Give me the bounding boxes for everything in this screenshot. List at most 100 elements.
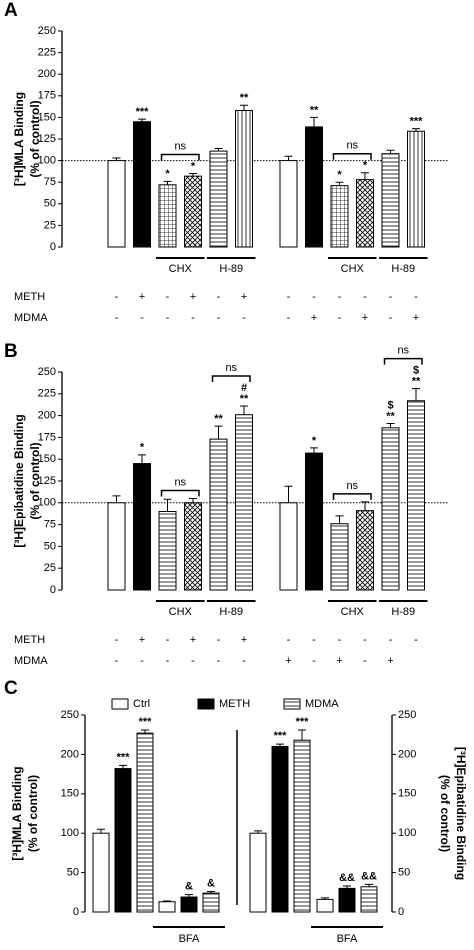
y-tick-label: 50 — [44, 198, 56, 210]
significance-label: ** — [412, 375, 421, 387]
condition-sign: - — [166, 634, 170, 646]
bar — [360, 886, 378, 913]
condition-sign: - — [140, 655, 144, 667]
error-bar — [284, 485, 293, 503]
y-tick-label: 200 — [38, 410, 56, 422]
condition-sign: - — [312, 291, 316, 303]
legend-swatch — [283, 698, 301, 710]
condition-sign: - — [287, 634, 291, 646]
significance-label: ** — [240, 92, 249, 104]
significance-label: && — [339, 872, 355, 884]
significance-label: ** — [240, 393, 249, 405]
y-tick-label: 200 — [38, 68, 56, 80]
condition-sign: + — [311, 312, 317, 324]
y-tick-label: 100 — [398, 827, 416, 839]
condition-sign: - — [140, 312, 144, 324]
significance-label: *** — [274, 730, 288, 742]
group-label: CHX — [169, 263, 193, 275]
bracket-label: ns — [397, 344, 409, 356]
bracket-label: ns — [174, 476, 186, 488]
condition-sign: + — [362, 312, 368, 324]
bracket — [332, 152, 372, 160]
condition-sign: - — [217, 312, 221, 324]
bar — [381, 153, 400, 248]
significance-label: * — [140, 442, 145, 454]
panel-letter: C — [4, 678, 18, 699]
condition-sign: - — [287, 291, 291, 303]
condition-sign: - — [115, 634, 119, 646]
error-bar — [343, 885, 351, 889]
row-label: METH — [14, 291, 45, 303]
error-bar — [335, 181, 344, 186]
y-tick-label: 50 — [67, 867, 79, 879]
y-tick-label: 150 — [38, 111, 56, 123]
y-tick-label: 50 — [398, 867, 410, 879]
y-tick-label: 0 — [398, 906, 404, 918]
error-bar — [141, 729, 149, 734]
bar — [202, 892, 220, 913]
bar — [235, 414, 253, 591]
legend-label: Ctrl — [133, 698, 150, 710]
bar — [158, 184, 177, 248]
y-tick-label: 25 — [44, 219, 56, 231]
group-label: H-89 — [219, 606, 243, 618]
condition-sign: - — [217, 655, 221, 667]
bracket — [160, 489, 200, 497]
error-bar — [321, 897, 329, 900]
condition-sign: - — [363, 655, 367, 667]
error-bar — [276, 743, 284, 747]
condition-sign: - — [217, 291, 221, 303]
bar — [316, 898, 334, 913]
y-tick-label: 175 — [38, 90, 56, 102]
row-label: METH — [14, 634, 45, 646]
condition-sign: - — [166, 655, 170, 667]
condition-sign: - — [242, 655, 246, 667]
error-bar — [189, 497, 197, 503]
group-label: CHX — [169, 606, 193, 618]
condition-sign: - — [338, 291, 342, 303]
condition-sign: - — [312, 655, 316, 667]
bracket — [211, 375, 251, 383]
condition-sign: - — [166, 312, 170, 324]
bar — [381, 427, 400, 591]
significance-label: *** — [296, 716, 310, 728]
group-label: BFA — [179, 933, 200, 945]
error-bar — [361, 172, 369, 180]
significance-label: & — [207, 877, 215, 889]
y-tick-label: 125 — [38, 475, 56, 487]
significance-label: & — [185, 881, 193, 893]
error-bar — [284, 155, 293, 161]
bar — [180, 896, 198, 913]
bar — [330, 185, 349, 248]
axis-label: [³H]Epibatidine Binding — [12, 414, 26, 547]
y-tick-label: 100 — [38, 497, 56, 509]
error-bar — [240, 104, 248, 111]
error-bar — [386, 149, 395, 154]
condition-sign: + — [285, 655, 291, 667]
bracket — [383, 357, 423, 365]
y-tick-label: 150 — [61, 788, 79, 800]
significance-label: * — [165, 168, 170, 180]
y-tick-label: 150 — [38, 453, 56, 465]
row-label: MDMA — [14, 312, 48, 324]
significance-label: $ — [413, 364, 419, 376]
bracket — [160, 153, 200, 161]
significance-label: * — [363, 160, 368, 172]
condition-sign: + — [139, 291, 145, 303]
y-tick-label: 225 — [38, 388, 56, 400]
significance-label: *** — [136, 106, 150, 118]
bar — [330, 523, 349, 591]
condition-sign: + — [241, 634, 247, 646]
significance-label: ** — [386, 410, 395, 422]
y-tick-label: 50 — [44, 540, 56, 552]
significance-label: && — [361, 870, 377, 882]
y-tick-label: 75 — [44, 176, 56, 188]
y-tick-label: 150 — [398, 788, 416, 800]
bar — [305, 452, 323, 591]
error-bar — [310, 447, 318, 454]
bar — [235, 109, 253, 248]
bar — [107, 502, 126, 591]
bar — [249, 832, 267, 913]
axis-label: [³H]MLA Binding — [12, 92, 26, 186]
